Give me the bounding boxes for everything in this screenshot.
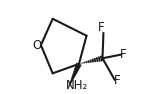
Text: F: F [114, 74, 120, 87]
Text: F: F [120, 48, 127, 61]
Polygon shape [68, 63, 81, 89]
Text: O: O [32, 39, 42, 52]
Text: F: F [98, 21, 105, 34]
Text: NH₂: NH₂ [66, 79, 88, 92]
